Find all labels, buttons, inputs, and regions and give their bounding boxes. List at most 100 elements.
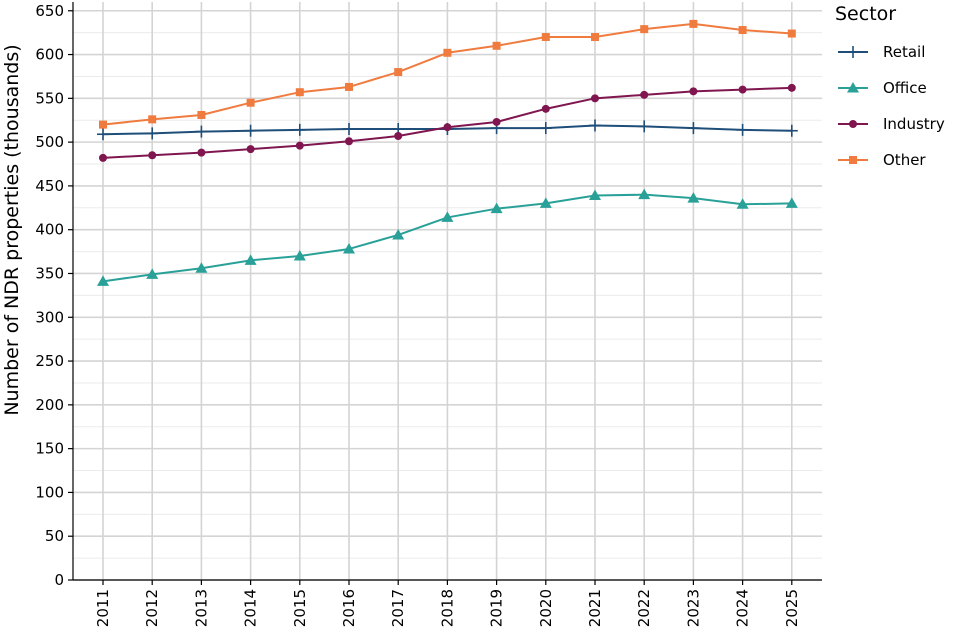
data-point-other xyxy=(738,26,747,35)
data-point-retail xyxy=(638,120,651,133)
data-point-office xyxy=(490,202,503,214)
legend-item-other: Other xyxy=(838,151,926,169)
x-tick-label: 2024 xyxy=(734,589,752,627)
grid xyxy=(73,2,822,581)
data-point-office xyxy=(687,192,700,203)
x-tick-label: 2025 xyxy=(783,589,801,627)
x-tick-label: 2015 xyxy=(291,589,309,627)
y-tick-label: 500 xyxy=(35,133,64,151)
x-tick-label: 2014 xyxy=(242,589,260,627)
data-point-industry xyxy=(640,90,649,99)
data-point-office xyxy=(343,242,355,254)
x-tick-label: 2018 xyxy=(438,589,456,627)
data-point-other xyxy=(787,29,796,38)
data-point-office xyxy=(195,262,208,273)
x-tick-label: 2011 xyxy=(94,589,112,627)
data-point-other xyxy=(99,120,107,129)
data-point-office xyxy=(97,275,109,286)
data-point-other xyxy=(541,33,550,42)
data-point-industry xyxy=(148,151,157,160)
data-point-industry xyxy=(345,137,353,146)
y-tick-label: 350 xyxy=(35,264,64,282)
data-point-other xyxy=(246,98,255,107)
x-tick-label: 2016 xyxy=(340,589,358,627)
data-point-retail xyxy=(244,124,257,137)
y-tick-label: 450 xyxy=(35,177,64,195)
data-point-retail xyxy=(785,124,798,137)
data-point-retail xyxy=(343,122,355,135)
y-axis-title: Number of NDR properties (thousands) xyxy=(1,44,23,415)
data-point-industry xyxy=(197,148,206,157)
data-point-industry xyxy=(394,131,403,140)
x-tick-label: 2023 xyxy=(684,589,702,627)
data-point-other xyxy=(443,48,452,57)
series-other xyxy=(99,19,796,129)
y-tick-label: 550 xyxy=(35,89,64,107)
data-point-retail xyxy=(293,123,306,136)
y-tick-label: 400 xyxy=(35,221,64,239)
legend-marker-retail xyxy=(847,46,859,58)
data-point-industry xyxy=(443,123,452,132)
x-tick-label: 2019 xyxy=(488,589,506,627)
data-point-industry xyxy=(541,104,550,113)
data-point-office xyxy=(392,228,405,240)
legend-marker-industry xyxy=(849,120,857,128)
data-point-office xyxy=(441,211,454,222)
legend-marker-office xyxy=(847,82,859,93)
data-point-retail xyxy=(687,122,700,135)
data-point-industry xyxy=(787,83,796,92)
data-point-retail xyxy=(195,125,208,138)
data-point-other xyxy=(295,88,304,97)
x-tick-label: 2017 xyxy=(389,589,407,627)
data-point-industry xyxy=(738,85,747,94)
y-tick-label: 250 xyxy=(35,352,64,370)
data-point-other xyxy=(689,19,698,28)
y-tick-label: 0 xyxy=(54,571,64,589)
data-point-other xyxy=(394,68,403,77)
data-point-industry xyxy=(295,141,304,150)
data-point-industry xyxy=(689,87,698,96)
data-point-industry xyxy=(99,153,107,162)
legend-label: Retail xyxy=(883,43,925,61)
legend-item-office: Office xyxy=(838,79,927,97)
data-point-office xyxy=(146,268,159,279)
data-point-retail xyxy=(589,119,601,132)
axes: 0 50 100 150 200 250 300 350 400 450 500 550 600 650 2… xyxy=(35,2,822,627)
y-tick-label: 150 xyxy=(35,440,64,458)
legend-marker-other xyxy=(849,156,857,164)
legend: Retail Office Industry Other xyxy=(838,43,945,169)
legend-item-retail: Retail xyxy=(838,43,925,61)
data-point-industry xyxy=(492,117,501,126)
data-point-office xyxy=(736,198,749,209)
data-point-office xyxy=(785,197,798,208)
data-point-other xyxy=(591,33,599,42)
y-tick-label: 300 xyxy=(35,308,64,326)
data-point-other xyxy=(640,25,649,34)
x-tick-label: 2022 xyxy=(635,589,653,627)
data-point-other xyxy=(345,82,353,91)
data-point-other xyxy=(492,41,501,50)
y-tick-label: 200 xyxy=(35,396,64,414)
data-point-office xyxy=(539,197,552,208)
x-tick-label: 2020 xyxy=(537,589,555,627)
legend-item-industry: Industry xyxy=(838,115,945,133)
data-point-industry xyxy=(246,145,255,154)
legend-title: Sector xyxy=(835,3,896,25)
y-tick-label: 600 xyxy=(35,46,64,64)
data-point-office xyxy=(293,249,306,261)
data-point-retail xyxy=(97,128,109,141)
series-layer xyxy=(97,19,798,286)
y-tick-label: 50 xyxy=(45,527,64,545)
data-point-office xyxy=(244,254,257,265)
x-tick-label: 2021 xyxy=(586,589,604,627)
x-tick-label: 2013 xyxy=(192,589,210,627)
data-point-other xyxy=(197,110,206,119)
data-point-office xyxy=(638,188,651,200)
legend-label: Industry xyxy=(883,115,945,133)
y-tick-label: 650 xyxy=(35,2,64,20)
data-point-office xyxy=(589,189,601,201)
data-point-retail xyxy=(539,122,552,135)
y-tick-label: 100 xyxy=(35,483,64,501)
data-point-industry xyxy=(591,94,599,103)
series-office xyxy=(97,188,798,286)
